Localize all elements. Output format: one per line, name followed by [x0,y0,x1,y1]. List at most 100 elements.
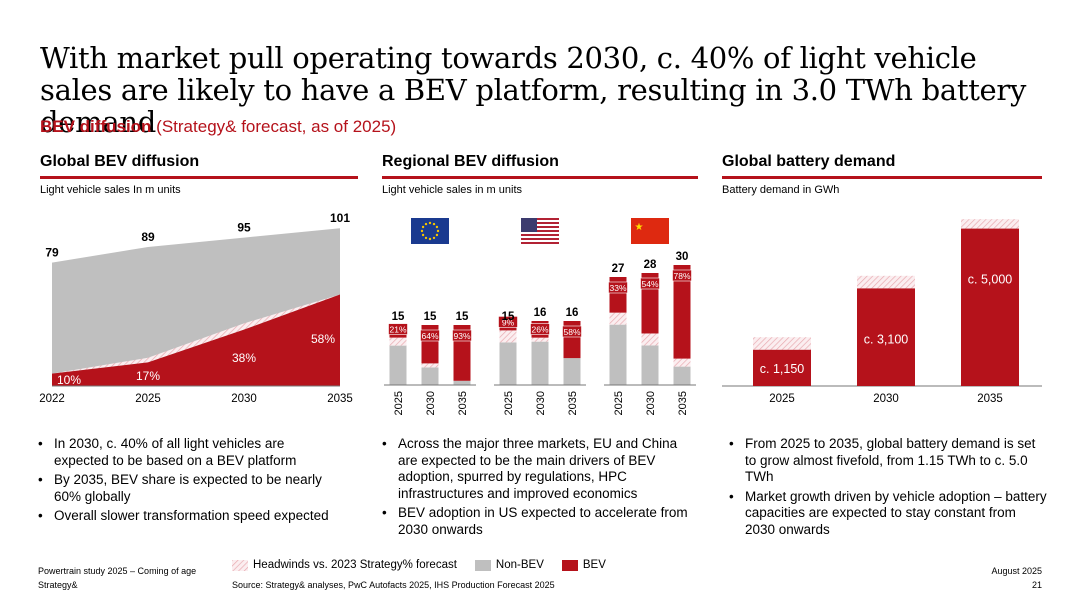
bev-share-label: 78% [673,271,690,281]
headwind-bar [609,312,627,325]
bev-area [52,294,340,386]
bev-bar [857,288,915,386]
total-label: 16 [534,307,547,319]
panel-unit-regional: Light vehicle sales in m units [382,184,523,196]
subtitle-bold: BEV diffusion [40,117,152,136]
bullets-global: In 2030, c. 40% of all light vehicles ar… [38,436,338,528]
non-bev-bar [673,366,691,385]
flag-stripe [521,218,559,220]
total-label: 15 [392,311,405,323]
bullet-item: By 2035, BEV share is expected to be nea… [38,472,338,505]
bullet-item: In 2030, c. 40% of all light vehicles ar… [38,436,338,469]
bev-share-label: 93% [453,331,470,341]
flag-star [436,229,440,233]
non-bev-bar [531,341,549,385]
bev-share-label: 9% [502,317,515,327]
bev-share-label: 64% [421,331,438,341]
total-label: 30 [676,251,689,263]
panel-heading-battery: Global battery demand [722,153,896,170]
footer-brand: Strategy& [38,580,78,590]
x-tick-label: 2030 [645,391,657,415]
legend-label-non-bev: Non-BEV [495,559,544,571]
share-box [420,329,440,342]
x-tick-label: 2025 [503,391,515,415]
legend-item-bev: BEV [561,559,606,571]
footer-date: August 2025 [991,566,1042,576]
bev-share-label: 17% [136,369,160,383]
non-bev-bar [609,324,627,385]
bullet-item: BEV adoption in US expected to accelerat… [382,505,692,538]
headwind-bar [857,275,915,289]
share-box [388,323,408,335]
panel-rule-battery [722,176,1042,179]
total-label: 89 [141,230,155,244]
flag-star [421,225,425,229]
panel-unit-global: Light vehicle sales In m units [40,184,181,196]
headwind-bar [421,363,439,368]
bullets-regional: Across the major three markets, EU and C… [382,436,692,541]
bullet-item: From 2025 to 2035, global battery demand… [729,436,1049,486]
bullet-item: Market growth driven by vehicle adoption… [729,489,1049,539]
headwind-bar [753,337,811,350]
bev-bar [499,325,517,331]
us-flag-icon [521,218,559,244]
page-subtitle: BEV diffusion (Strategy& forecast, as of… [40,117,396,137]
flag-stripe [521,234,559,236]
bullets-battery: From 2025 to 2035, global battery demand… [729,436,1049,541]
panel-heading-regional: Regional BEV diffusion [382,153,559,170]
value-label: c. 1,150 [760,362,805,376]
bev-share-label: 58% [563,327,580,337]
headwind-bar [531,337,549,342]
flag-stripe [521,222,559,224]
headwinds-swatch [232,559,248,571]
regional-bev-diffusion-chart: 21%15202564%15203093%1520359%15202526%16… [384,218,696,415]
flag-star [424,236,428,240]
flag-star [428,237,432,241]
share-box [530,323,550,335]
flag-star [421,233,425,237]
x-tick-label: 2035 [977,393,1003,405]
non-bev-bar [499,342,517,385]
x-tick-label: 2030 [425,391,437,415]
total-label: 27 [612,263,625,275]
flag-star [435,233,439,237]
bev-share-label: 21% [389,325,406,335]
global-bev-diffusion-chart: 79 89 95 101 10% 17% 38% 58% 2022 2025 2030 2035 [39,211,353,405]
value-label: c. 3,100 [864,332,909,346]
total-label: 15 [502,311,515,323]
bev-share-label: 33% [609,283,626,293]
panel-rule-regional [382,176,698,179]
chart-legend: Headwinds vs. 2023 Strategy% forecast No… [232,558,624,572]
non-bev-bar [453,380,471,385]
total-label: 15 [424,311,437,323]
headwind-bar [961,219,1019,229]
panel-rule-global [40,176,358,179]
total-label: 101 [330,211,350,225]
share-box [498,316,518,328]
bev-share-label: 38% [232,351,256,365]
legend-label-headwinds: Headwinds vs. 2023 Strategy% forecast [253,559,457,571]
headwind-bar [641,333,659,346]
share-box [672,269,692,282]
flag-stripe [521,230,559,232]
non-bev-bar [563,358,581,385]
non-bev-swatch [474,559,491,571]
value-label: c. 5,000 [968,273,1013,287]
legend-label-bev: BEV [582,559,606,571]
total-label: 28 [644,259,657,271]
flag-star [428,221,432,225]
footer-source: Source: Strategy& analyses, PwC Autofact… [232,580,555,590]
x-tick-label: 2030 [873,393,899,405]
footer-study: Powertrain study 2025 – Coming of age [38,566,197,576]
bev-bar [673,265,691,359]
x-tick-label: 2035 [327,393,353,405]
x-tick-label: 2035 [677,391,689,415]
x-tick-label: 2025 [135,393,161,405]
bev-share-label: 26% [531,325,548,335]
bev-share-label: 54% [641,279,658,289]
non-bev-bar [421,367,439,385]
x-tick-label: 2030 [535,391,547,415]
legend-item-headwinds: Headwinds vs. 2023 Strategy% forecast [232,559,457,571]
flag-star [432,236,436,240]
x-tick-label: 2025 [393,391,405,415]
